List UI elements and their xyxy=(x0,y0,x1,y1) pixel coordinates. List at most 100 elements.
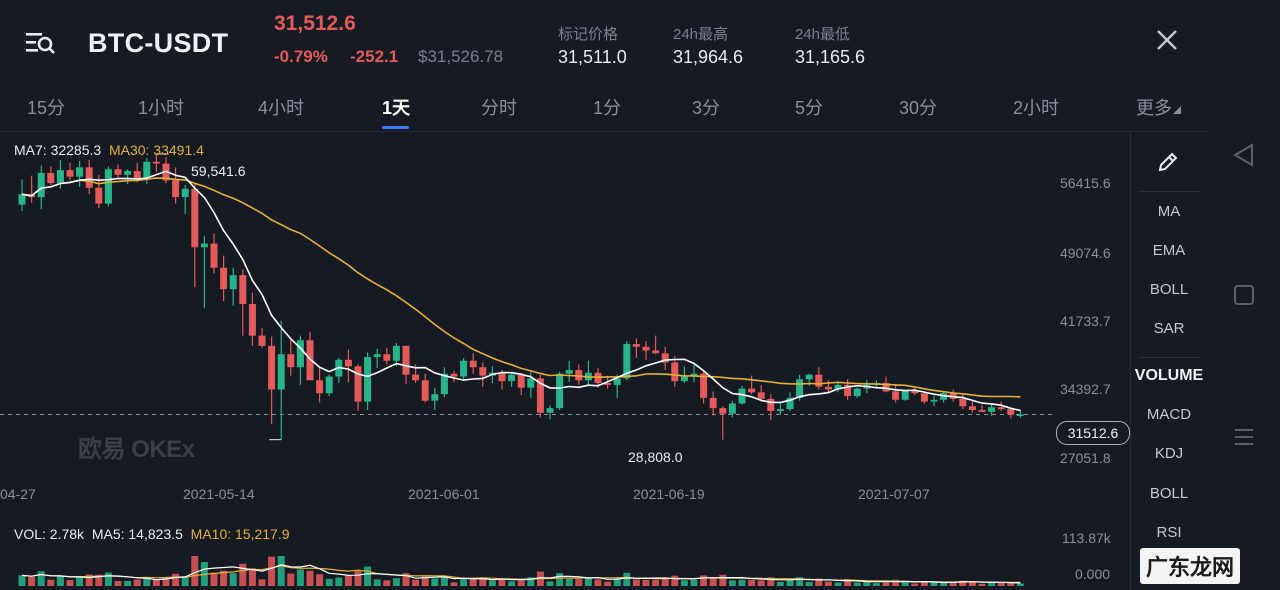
candle-body xyxy=(834,384,842,390)
pencil-icon[interactable] xyxy=(1156,150,1180,174)
volume-bar xyxy=(306,570,314,586)
tab-1m[interactable]: 1分 xyxy=(593,98,622,118)
volume-bar xyxy=(354,570,362,586)
volume-bar xyxy=(76,577,84,586)
low-24h-label: 24h最低 xyxy=(795,26,851,43)
volume-bar xyxy=(776,581,784,586)
candle-body xyxy=(604,383,612,385)
pair-title[interactable]: BTC-USDT xyxy=(88,28,229,58)
change-absolute: -252.1 xyxy=(350,47,399,66)
tab-3m[interactable]: 3分 xyxy=(692,98,721,118)
volume-bar xyxy=(988,582,996,586)
tab-5m[interactable]: 5分 xyxy=(795,98,824,118)
sidebar-separator xyxy=(1138,191,1200,192)
tab-2h[interactable]: 2小时 xyxy=(1013,98,1060,118)
candle-body xyxy=(239,275,247,305)
sub-indicator-kdj[interactable]: KDJ xyxy=(1154,445,1184,462)
volume-bar xyxy=(604,581,612,586)
volume-bar xyxy=(335,577,343,586)
tab-30m[interactable]: 30分 xyxy=(899,98,938,118)
volume-bar xyxy=(508,581,516,586)
candle-body xyxy=(594,372,602,384)
tab-15m[interactable]: 15分 xyxy=(27,98,66,118)
volume-bar xyxy=(632,579,640,586)
candle-body xyxy=(517,374,525,388)
candle-body xyxy=(431,394,439,401)
candle-body xyxy=(56,170,64,184)
volume-bar xyxy=(488,580,496,586)
usd-value: $31,526.78 xyxy=(418,47,504,66)
caret-down-icon xyxy=(1173,106,1181,114)
sub-indicator-rsi[interactable]: RSI xyxy=(1156,524,1182,541)
indicator-boll[interactable]: BOLL xyxy=(1149,281,1189,298)
volume-bar xyxy=(700,575,708,586)
candle-body xyxy=(508,374,516,382)
volume-bar xyxy=(114,581,122,586)
volume-bar xyxy=(882,580,890,586)
candle-body xyxy=(421,380,429,401)
sub-indicator-macd[interactable]: MACD xyxy=(1146,406,1192,423)
volume-bar xyxy=(853,582,861,586)
volume-bar xyxy=(584,577,592,586)
volume-bar xyxy=(546,581,554,586)
sub-indicator-volume[interactable]: VOLUME xyxy=(1134,367,1204,384)
back-nav-icon[interactable] xyxy=(1232,143,1254,167)
menu-search-icon[interactable] xyxy=(24,28,56,58)
tab-1d[interactable]: 1天 xyxy=(382,98,411,118)
candle-body xyxy=(268,345,276,390)
volume-bar xyxy=(805,581,813,586)
volume-bar xyxy=(930,582,938,586)
indicator-ema[interactable]: EMA xyxy=(1152,242,1186,259)
candlestick-chart[interactable] xyxy=(0,132,1130,590)
high-24h-value: 31,964.6 xyxy=(673,47,744,67)
volume-bar xyxy=(85,574,93,586)
ma7-line xyxy=(21,170,1021,412)
volume-bar xyxy=(440,576,448,586)
volume-bar xyxy=(258,579,266,586)
y-tick: 34392.7 xyxy=(1060,381,1111,397)
sub-indicator-boll[interactable]: BOLL xyxy=(1149,485,1189,502)
volume-bar xyxy=(104,572,112,586)
y-tick: 27051.8 xyxy=(1060,450,1111,466)
vol-min-label: 0.000 xyxy=(1075,566,1111,582)
candle-body xyxy=(200,243,208,248)
volume-bar xyxy=(997,582,1005,586)
volume-bar xyxy=(373,579,381,586)
candle-body xyxy=(325,376,333,394)
candle-body xyxy=(66,170,74,177)
volume-bar xyxy=(863,581,871,586)
candle-body xyxy=(565,370,573,374)
candle-body xyxy=(220,267,228,290)
volume-bar xyxy=(268,556,276,586)
home-nav-icon[interactable] xyxy=(1233,284,1255,306)
candle-body xyxy=(143,161,151,179)
candle-body xyxy=(959,398,967,407)
volume-bar xyxy=(152,579,160,586)
tab-timeshare[interactable]: 分时 xyxy=(481,98,517,118)
ma-legend: MA7: 32285.3 MA30: 33491.4 xyxy=(14,142,204,158)
candle-body xyxy=(460,360,468,377)
tab-1h[interactable]: 1小时 xyxy=(138,98,185,118)
volume-bar xyxy=(133,579,141,586)
candle-body xyxy=(412,374,420,381)
indicator-sar[interactable]: SAR xyxy=(1153,320,1185,337)
candle-body xyxy=(1016,414,1024,417)
volume-bar xyxy=(786,579,794,586)
mark-price-label: 标记价格 xyxy=(558,26,619,43)
volume-bar xyxy=(1016,583,1024,586)
tab-more[interactable]: 更多 xyxy=(1136,94,1181,120)
tab-4h[interactable]: 4小时 xyxy=(258,98,305,118)
candle-body xyxy=(882,383,890,392)
close-icon[interactable] xyxy=(1155,28,1179,52)
candle-body xyxy=(930,399,938,402)
candle-body xyxy=(306,340,314,381)
candle-body xyxy=(709,397,717,409)
recents-nav-icon[interactable] xyxy=(1233,426,1255,448)
candle-body xyxy=(47,172,55,184)
last-price: 31,512.6 xyxy=(274,12,356,35)
candle-body xyxy=(498,372,506,382)
candle-body xyxy=(652,350,660,354)
candle-body xyxy=(920,393,928,402)
volume-bar xyxy=(162,577,170,586)
indicator-ma[interactable]: MA xyxy=(1157,203,1181,220)
